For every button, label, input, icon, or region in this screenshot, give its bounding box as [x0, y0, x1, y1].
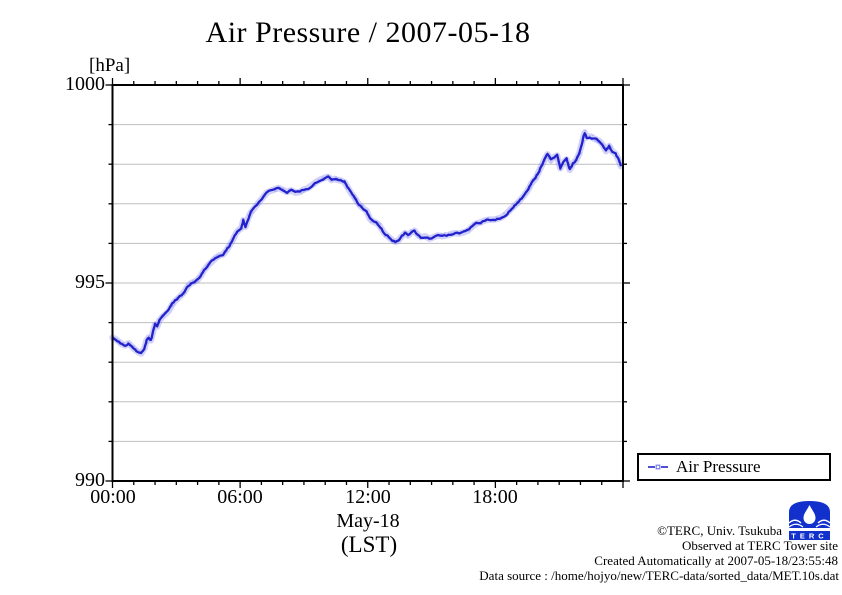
legend: Air Pressure — [637, 453, 831, 481]
x-tick-label-0000: 00:00 — [90, 486, 136, 508]
terc-logo-icon: TERC — [788, 501, 831, 540]
footer-observed: Observed at TERC Tower site — [681, 538, 838, 553]
chart-title: Air Pressure / 2007-05-18 — [205, 16, 531, 49]
x-axis-date-label: May-18 — [336, 510, 400, 532]
terc-logo-text: TERC — [791, 531, 827, 540]
footer-datasource: Data source : /home/hojyo/new/TERC-data/… — [479, 568, 839, 583]
x-tick-label-1200: 12:00 — [345, 486, 391, 508]
x-tick-label-1800: 18:00 — [472, 486, 518, 508]
y-tick-label-995: 995 — [75, 271, 105, 294]
footer-created: Created Automatically at 2007-05-18/23:5… — [594, 553, 838, 568]
footer-copyright: ©TERC, Univ. Tsukuba — [657, 523, 782, 538]
legend-label: Air Pressure — [676, 456, 761, 476]
x-axis-lst-label: (LST) — [340, 532, 398, 557]
y-axis-unit-label: [hPa] — [89, 55, 131, 76]
x-tick-label-0600: 06:00 — [217, 486, 263, 508]
legend-line-marker-icon — [648, 464, 668, 470]
y-tick-label-990: 990 — [75, 469, 105, 492]
y-tick-label-1000: 1000 — [65, 73, 105, 96]
